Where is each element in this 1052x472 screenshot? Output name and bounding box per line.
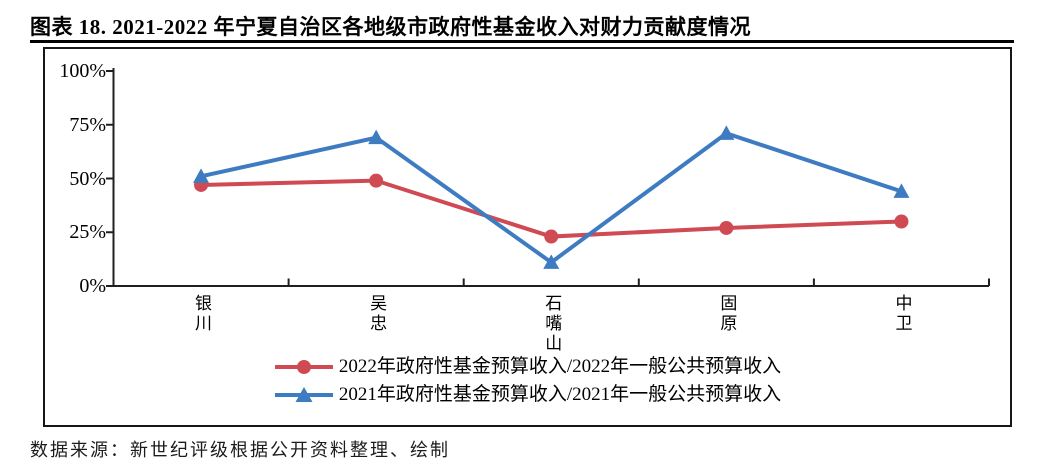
series-line-0 (201, 178, 902, 239)
data-point-triangle (893, 183, 910, 198)
y-tick-label: 50% (69, 167, 106, 190)
title-underline (30, 40, 1014, 43)
data-point-triangle (718, 125, 735, 140)
data-point-circle (544, 229, 559, 244)
legend-marker-circle-icon (274, 360, 333, 374)
legend-label-2021: 2021年政府性基金预算收入/2021年一般公共预算收入 (338, 384, 782, 405)
x-category-label: 固原 (717, 294, 737, 334)
legend-label-2022: 2022年政府性基金预算收入/2022年一般公共预算收入 (338, 356, 782, 377)
data-point-triangle (368, 129, 385, 145)
legend-item-2022: 2022年政府性基金预算收入/2022年一般公共预算收入 (274, 355, 781, 379)
x-category-label: 中卫 (892, 294, 912, 334)
y-tick-label: 100% (59, 60, 106, 82)
chart-legend: 2022年政府性基金预算收入/2022年一般公共预算收入 2021年政府性基金预… (43, 355, 1012, 407)
x-category-label: 银川 (192, 294, 212, 334)
data-point-circle (894, 214, 909, 229)
data-source-note: 数据来源：新世纪评级根据公开资料整理、绘制 (30, 440, 450, 460)
y-tick-label: 25% (69, 221, 106, 244)
legend-item-2021: 2021年政府性基金预算收入/2021年一般公共预算收入 (274, 383, 781, 407)
x-category-label: 石嘴山 (542, 294, 562, 354)
data-point-circle (719, 220, 734, 235)
y-tick-label: 0% (79, 275, 106, 297)
legend-marker-triangle-icon (274, 387, 333, 402)
y-tick-label: 75% (69, 113, 106, 136)
data-point-triangle (193, 168, 210, 183)
chart-title: 图表 18. 2021-2022 年宁夏自治区各地级市政府性基金收入对财力贡献度… (30, 15, 751, 39)
x-category-label: 吴忠 (367, 294, 387, 334)
data-point-triangle (543, 254, 560, 269)
chart-frame (43, 47, 1012, 427)
data-point-circle (369, 173, 384, 188)
